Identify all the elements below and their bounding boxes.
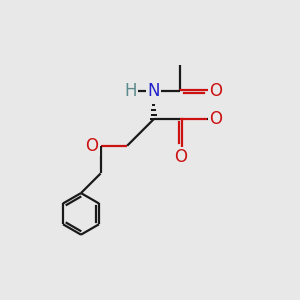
Text: O: O [174,148,187,166]
Text: O: O [209,82,222,100]
Text: H: H [124,82,137,100]
Text: O: O [209,110,222,128]
Text: O: O [85,137,98,155]
Text: N: N [148,82,160,100]
